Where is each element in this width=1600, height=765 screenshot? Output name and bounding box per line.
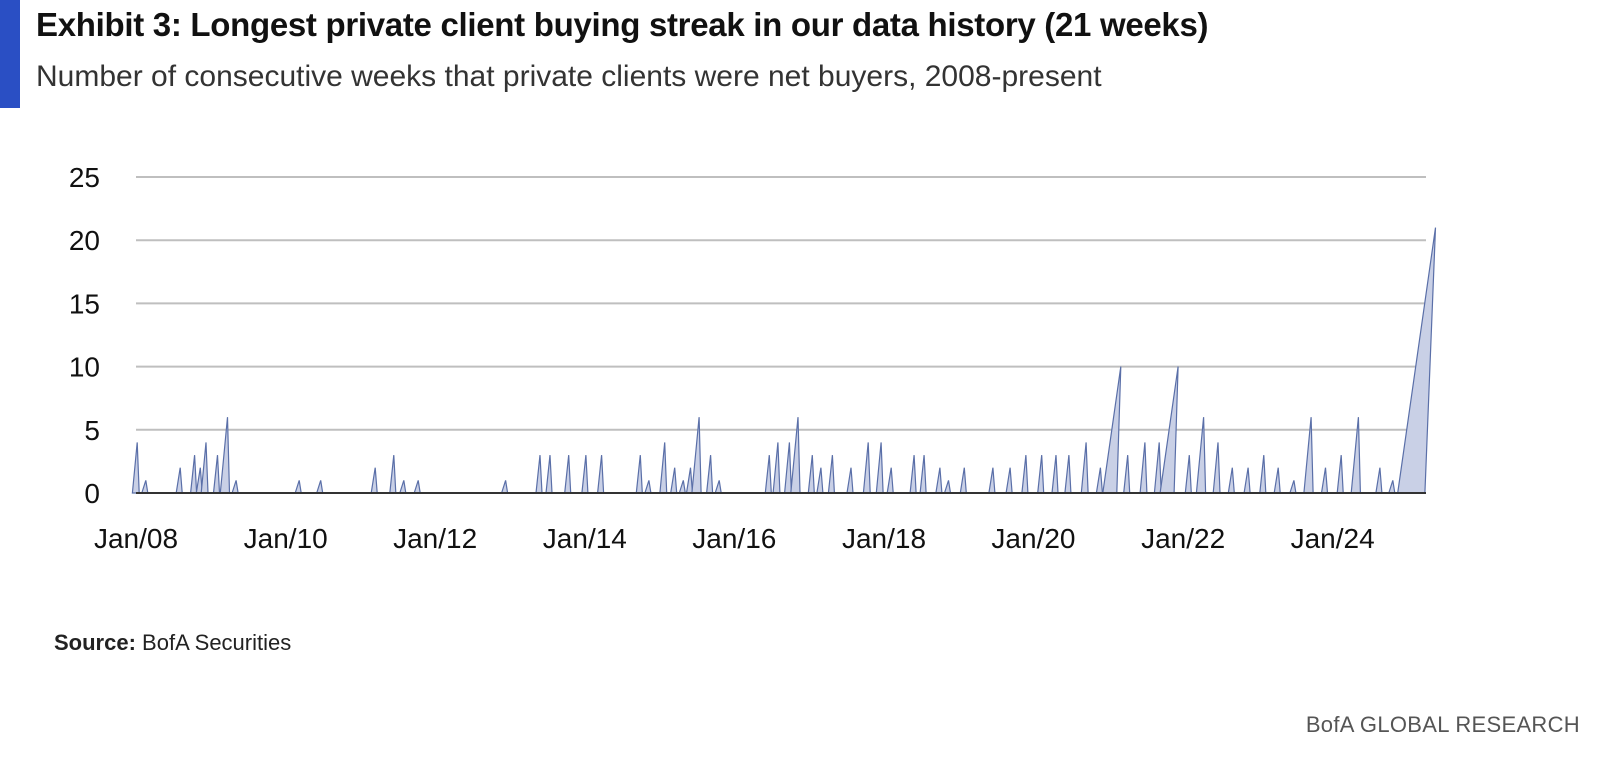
streak-spike	[783, 442, 793, 494]
streak-spike	[1320, 467, 1329, 494]
chart-area: 0 5 10 15 20 25 Jan/08 Jan/10 Jan/12 Jan/14 Jan/1…	[69, 162, 1437, 554]
streak-spike	[816, 467, 824, 494]
streak-spike	[1397, 227, 1437, 494]
streak-spike	[1212, 442, 1221, 494]
brand-label: BofA GLOBAL RESEARCH	[1305, 712, 1580, 737]
x-tick-label: Jan/22	[1141, 523, 1225, 554]
streak-spike	[909, 455, 917, 494]
x-tick-label: Jan/24	[1291, 523, 1375, 554]
streak-spike	[846, 467, 854, 494]
streak-spike	[200, 442, 209, 494]
streak-spike	[790, 417, 801, 494]
x-tick-label: Jan/20	[991, 523, 1075, 554]
streak-spike	[1123, 455, 1131, 494]
streak-spike	[1139, 442, 1148, 494]
streak-spike	[1273, 467, 1281, 494]
streak-spike	[175, 467, 183, 494]
accent-bar	[0, 0, 20, 108]
streak-spike	[635, 455, 643, 494]
streak-spike	[1064, 455, 1072, 494]
streak-spike	[231, 480, 239, 494]
streak-spike	[1243, 467, 1251, 494]
x-tick-label: Jan/10	[244, 523, 328, 554]
streak-spike	[919, 455, 927, 494]
x-tick-label: Jan/16	[692, 523, 776, 554]
streak-spike	[1021, 455, 1029, 494]
streak-spike	[219, 417, 231, 494]
streak-spike	[212, 455, 221, 494]
streak-spike	[140, 480, 149, 494]
streak-spike	[1153, 442, 1162, 494]
streak-spike	[669, 467, 678, 494]
streak-spike	[772, 442, 781, 494]
streak-spike	[1080, 442, 1089, 494]
streak-spike	[500, 480, 509, 494]
streak-spike	[644, 480, 652, 494]
streak-spike	[764, 455, 772, 494]
y-axis-ticks: 0 5 10 15 20 25	[69, 162, 100, 509]
streak-spike	[1195, 417, 1207, 494]
streak-spike	[1037, 455, 1045, 494]
streak-spike	[943, 480, 952, 494]
streak-spike	[1375, 467, 1383, 494]
streak-spike	[131, 442, 140, 494]
streak-spike	[1350, 417, 1362, 494]
streak-spike	[545, 455, 553, 494]
streak-spike	[959, 467, 967, 494]
streak-spike	[398, 480, 407, 494]
streak-spike	[389, 455, 397, 494]
streak-spike	[827, 455, 836, 494]
y-tick-label: 5	[84, 415, 100, 446]
streak-spike	[886, 467, 894, 494]
y-tick-label: 25	[69, 162, 100, 193]
streak-spike	[1051, 455, 1059, 494]
streak-spike	[935, 467, 943, 494]
chart-title: Exhibit 3: Longest private client buying…	[36, 6, 1209, 43]
streak-spike	[315, 480, 324, 494]
y-tick-label: 10	[69, 352, 100, 383]
streak-spike	[705, 455, 714, 494]
chart-subtitle: Number of consecutive weeks that private…	[36, 60, 1102, 93]
streak-spike	[685, 467, 694, 494]
x-tick-label: Jan/12	[393, 523, 477, 554]
streak-spike	[535, 455, 543, 494]
streak-spike	[581, 455, 589, 494]
x-tick-label: Jan/08	[94, 523, 178, 554]
x-axis-ticks: Jan/08 Jan/10 Jan/12 Jan/14 Jan/16 Jan/18 Jan/…	[94, 523, 1375, 554]
streak-spike	[714, 480, 722, 494]
streak-spike	[596, 455, 605, 494]
streak-spike	[1184, 455, 1192, 494]
streak-spike	[564, 455, 572, 494]
y-tick-label: 15	[69, 288, 100, 319]
streak-spike	[862, 442, 871, 494]
streak-spike	[659, 442, 668, 494]
streak-spike	[1095, 467, 1104, 494]
series-streak	[131, 227, 1437, 494]
streak-spike	[691, 417, 702, 494]
source-label: Source:	[54, 630, 136, 655]
grid-lines	[136, 176, 1426, 431]
x-tick-label: Jan/14	[543, 523, 627, 554]
source-value: BofA Securities	[142, 630, 292, 655]
y-tick-label: 0	[84, 478, 100, 509]
y-tick-label: 20	[69, 225, 100, 256]
streak-spike	[1387, 480, 1396, 494]
source-note: Source: BofA Securities	[54, 630, 291, 656]
streak-spike	[988, 467, 996, 494]
streak-spike	[807, 455, 815, 494]
streak-spike	[1005, 467, 1013, 494]
streak-spike	[1303, 417, 1314, 494]
streak-spike	[875, 442, 884, 494]
streak-spike	[294, 480, 302, 494]
streak-spike	[189, 455, 198, 494]
streak-spike	[1259, 455, 1267, 494]
x-tick-label: Jan/18	[842, 523, 926, 554]
streak-spike	[1289, 480, 1297, 494]
streak-spike	[1336, 455, 1344, 494]
streak-spike	[370, 467, 378, 494]
streak-spike	[678, 480, 687, 494]
streak-spike	[413, 480, 421, 494]
streak-spike	[1227, 467, 1235, 494]
